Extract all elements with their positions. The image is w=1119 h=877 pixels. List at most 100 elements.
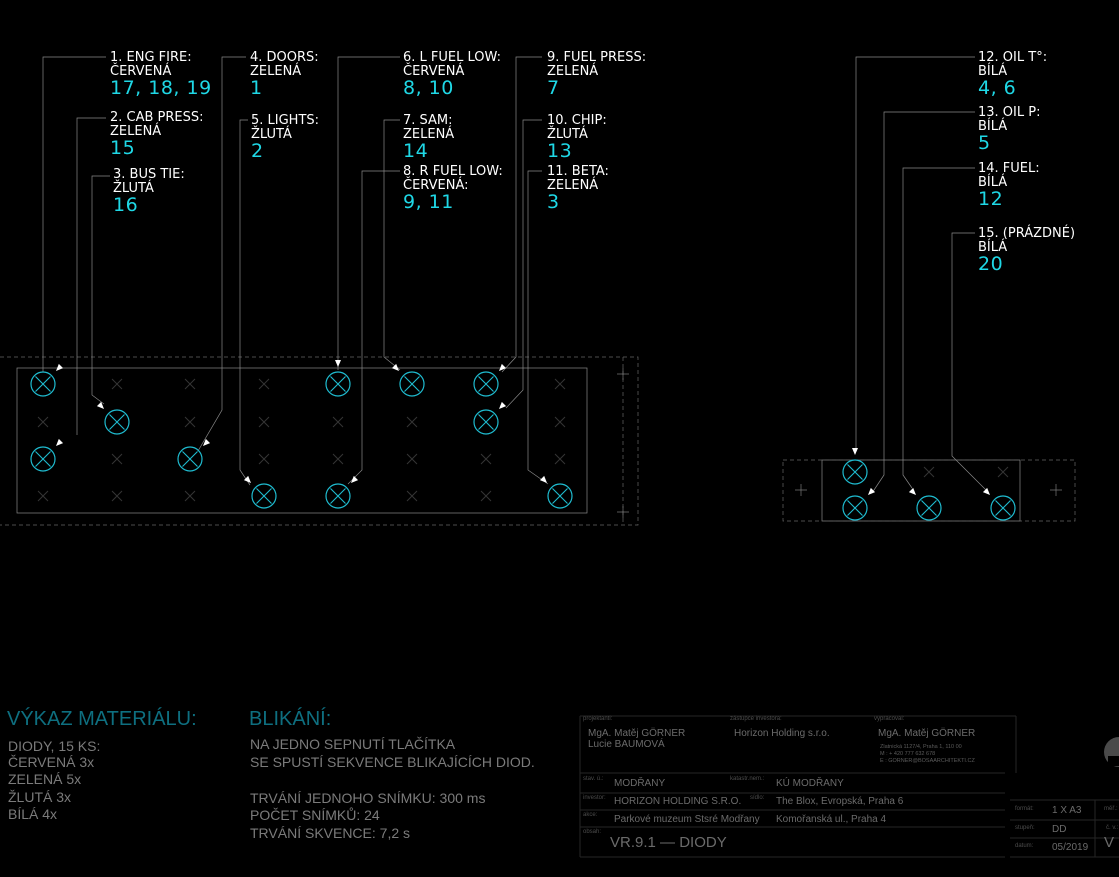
- diode-pointer: [908, 487, 916, 495]
- empty-position-cross: [406, 453, 418, 465]
- empty-positions: [37, 378, 1009, 502]
- right-panel-dashed-outline: [782, 459, 1076, 522]
- empty-position-cross: [406, 490, 418, 502]
- label-numbers: 16: [113, 194, 139, 216]
- empty-position-cross: [554, 453, 566, 465]
- tb-sidlo: The Blox, Evropská, Praha 6: [776, 796, 904, 807]
- tb-projektanti-2: Lucie BAUMOVÁ: [588, 739, 665, 750]
- diode-pointer: [56, 363, 64, 371]
- empty-position-cross: [37, 416, 49, 428]
- left-panel-dashed-outline: [0, 356, 639, 526]
- label-numbers: 20: [978, 253, 1004, 275]
- tb-stav-label: stav. ú.:: [583, 776, 604, 782]
- tb-mer-label: měř.:: [1104, 806, 1118, 812]
- diode-cross: [256, 488, 272, 504]
- diode-pointer: [391, 363, 399, 371]
- diode-circle: [473, 371, 499, 397]
- material-line: ŽLUTÁ 3x: [8, 789, 72, 805]
- label-numbers: 12: [978, 188, 1004, 210]
- label-13-oil-p: 13. OIL P: BÍLÁ 5: [978, 106, 1040, 153]
- empty-position-cross: [554, 416, 566, 428]
- label-6-l-fuel-low: 6. L FUEL LOW: ČERVENÁ 8, 10: [403, 51, 501, 98]
- diode: [842, 487, 876, 521]
- material-line: ČERVENÁ 3x: [8, 754, 95, 770]
- tb-obsah: VR.9.1 — DIODY: [610, 834, 727, 851]
- tb-address-1: Zlatnická 1127/4, Praha 1, 110 00: [880, 744, 962, 750]
- tb-stupen-label: stupeň:: [1015, 825, 1035, 831]
- material-line: BÍLÁ 4x: [8, 806, 58, 822]
- diode: [30, 438, 64, 472]
- diode-pointer: [351, 475, 359, 483]
- blink-line: TRVÁNÍ SKVENCE: 7,2 s: [250, 825, 411, 841]
- tb-stav: MODŘANY: [614, 778, 666, 789]
- diode-cross: [35, 451, 51, 467]
- empty-position-cross: [332, 453, 344, 465]
- logo-mark: [1104, 737, 1119, 767]
- diode-circle: [399, 371, 425, 397]
- diode: [177, 438, 211, 472]
- label-color: ČERVENÁ: [403, 64, 465, 79]
- empty-position-cross: [997, 466, 1009, 478]
- label-color: ZELENÁ: [110, 124, 162, 139]
- label-numbers: 13: [547, 140, 573, 162]
- tb-zastupce-label: zástupce investora:: [730, 716, 782, 722]
- empty-position-cross: [554, 378, 566, 390]
- diode-circle: [325, 483, 351, 509]
- diodes: [30, 360, 1016, 521]
- label-numbers: 9, 11: [403, 191, 454, 213]
- blink-line: TRVÁNÍ JEDNOHO SNÍMKU: 300 ms: [250, 790, 486, 806]
- label-5-lights: 5. LIGHTS: ŽLUTÁ 2: [251, 114, 319, 161]
- label-color: ČERVENÁ: [110, 64, 172, 79]
- empty-position-cross: [111, 453, 123, 465]
- diode: [325, 360, 351, 397]
- label-color: ZELENÁ: [250, 64, 302, 79]
- blink-heading: BLIKÁNÍ:: [249, 708, 332, 730]
- label-title: 12. OIL T°:: [978, 50, 1048, 65]
- tb-format: 1 X A3: [1052, 805, 1082, 816]
- tb-katastr: KÚ MODŘANY: [776, 778, 844, 789]
- diode-cross: [109, 414, 125, 430]
- tb-vypracoval: MgA. Matěj GÖRNER: [878, 728, 976, 739]
- tb-format-label: formát:: [1015, 806, 1034, 812]
- label-numbers: 5: [978, 132, 991, 154]
- empty-position-cross: [184, 416, 196, 428]
- label-title: 4. DOORS:: [250, 50, 319, 65]
- label-numbers: 2: [251, 140, 264, 162]
- label-title: 14. FUEL:: [978, 161, 1040, 176]
- diode-pointer: [852, 448, 858, 455]
- diode-circle: [842, 495, 868, 521]
- diode-cross: [404, 376, 420, 392]
- tb-akce-address: Komořanská ul., Praha 4: [776, 814, 887, 825]
- label-title: 11. BETA:: [547, 164, 609, 179]
- material-line: ZELENÁ 5x: [8, 771, 82, 787]
- label-numbers: 8, 10: [403, 77, 454, 99]
- label-title: 2. CAB PRESS:: [110, 110, 204, 125]
- tb-investor-label: investor:: [583, 795, 606, 801]
- diode-pointer: [539, 475, 547, 483]
- label-1-eng-fire: 1. ENG FIRE: ČERVENÁ 17, 18, 19: [110, 51, 212, 98]
- label-numbers: 3: [547, 191, 560, 213]
- diode-pointer: [982, 487, 990, 495]
- diode: [539, 475, 573, 509]
- tb-datum: 05/2019: [1052, 842, 1089, 853]
- tb-akce: Parkové muzeum Stsré Modřany: [614, 814, 760, 825]
- label-11-beta: 11. BETA: ZELENÁ 3: [547, 165, 609, 212]
- label-10-chip: 10. CHIP: ŽLUTÁ 13: [547, 114, 607, 161]
- tb-cv-label: č. v.:: [1106, 825, 1119, 831]
- diode: [908, 487, 942, 521]
- diode-cross: [330, 376, 346, 392]
- label-numbers: 4, 6: [978, 77, 1017, 99]
- label-color: BÍLÁ: [978, 175, 1008, 190]
- empty-position-cross: [258, 416, 270, 428]
- diode-cross: [478, 376, 494, 392]
- label-color: ŽLUTÁ: [113, 181, 154, 196]
- diode-circle: [990, 495, 1016, 521]
- diode: [473, 401, 507, 435]
- leader-lines: [0, 56, 1076, 526]
- diode-circle: [325, 371, 351, 397]
- label-color: BÍLÁ: [978, 64, 1008, 79]
- empty-position-cross: [184, 490, 196, 502]
- tb-obsah-label: obsah:: [583, 829, 602, 835]
- label-12-oil-temp: 12. OIL T°: BÍLÁ 4, 6: [978, 51, 1047, 98]
- diode: [842, 448, 868, 485]
